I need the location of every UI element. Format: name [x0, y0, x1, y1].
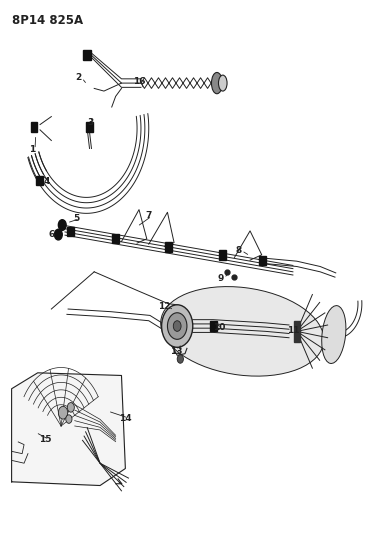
Text: 12: 12	[158, 302, 170, 311]
Circle shape	[67, 402, 74, 412]
Text: 15: 15	[39, 435, 52, 444]
Text: 2: 2	[75, 73, 82, 82]
Text: 1: 1	[29, 145, 35, 154]
Text: 13: 13	[170, 347, 182, 356]
Circle shape	[58, 406, 68, 419]
Text: 6: 6	[48, 230, 54, 239]
Bar	[67, 227, 74, 236]
Text: 10: 10	[213, 323, 225, 332]
Bar	[83, 50, 91, 60]
Bar	[165, 242, 172, 252]
Text: 7: 7	[145, 212, 152, 221]
Text: 8P14 825A: 8P14 825A	[13, 14, 84, 27]
Text: 5: 5	[74, 214, 80, 223]
Circle shape	[161, 305, 193, 348]
Bar	[31, 123, 37, 132]
Bar	[259, 256, 266, 265]
Circle shape	[58, 220, 66, 230]
Bar	[112, 233, 119, 243]
Bar	[36, 176, 43, 184]
Text: 16: 16	[133, 77, 145, 86]
Text: 4: 4	[43, 177, 50, 186]
Circle shape	[66, 415, 72, 423]
Ellipse shape	[322, 305, 346, 364]
Ellipse shape	[219, 75, 227, 91]
Circle shape	[177, 355, 183, 364]
Text: 11: 11	[287, 326, 299, 335]
Text: 8: 8	[235, 246, 242, 255]
Polygon shape	[12, 373, 126, 486]
Bar	[294, 321, 300, 342]
Text: 14: 14	[119, 414, 132, 423]
Ellipse shape	[212, 72, 222, 94]
Ellipse shape	[161, 287, 324, 376]
Circle shape	[54, 229, 62, 240]
Text: 3: 3	[87, 118, 93, 127]
Bar	[219, 250, 226, 260]
Circle shape	[173, 321, 181, 332]
Text: 9: 9	[218, 273, 224, 282]
Circle shape	[167, 313, 187, 340]
Bar	[210, 321, 217, 331]
Bar	[86, 123, 93, 132]
